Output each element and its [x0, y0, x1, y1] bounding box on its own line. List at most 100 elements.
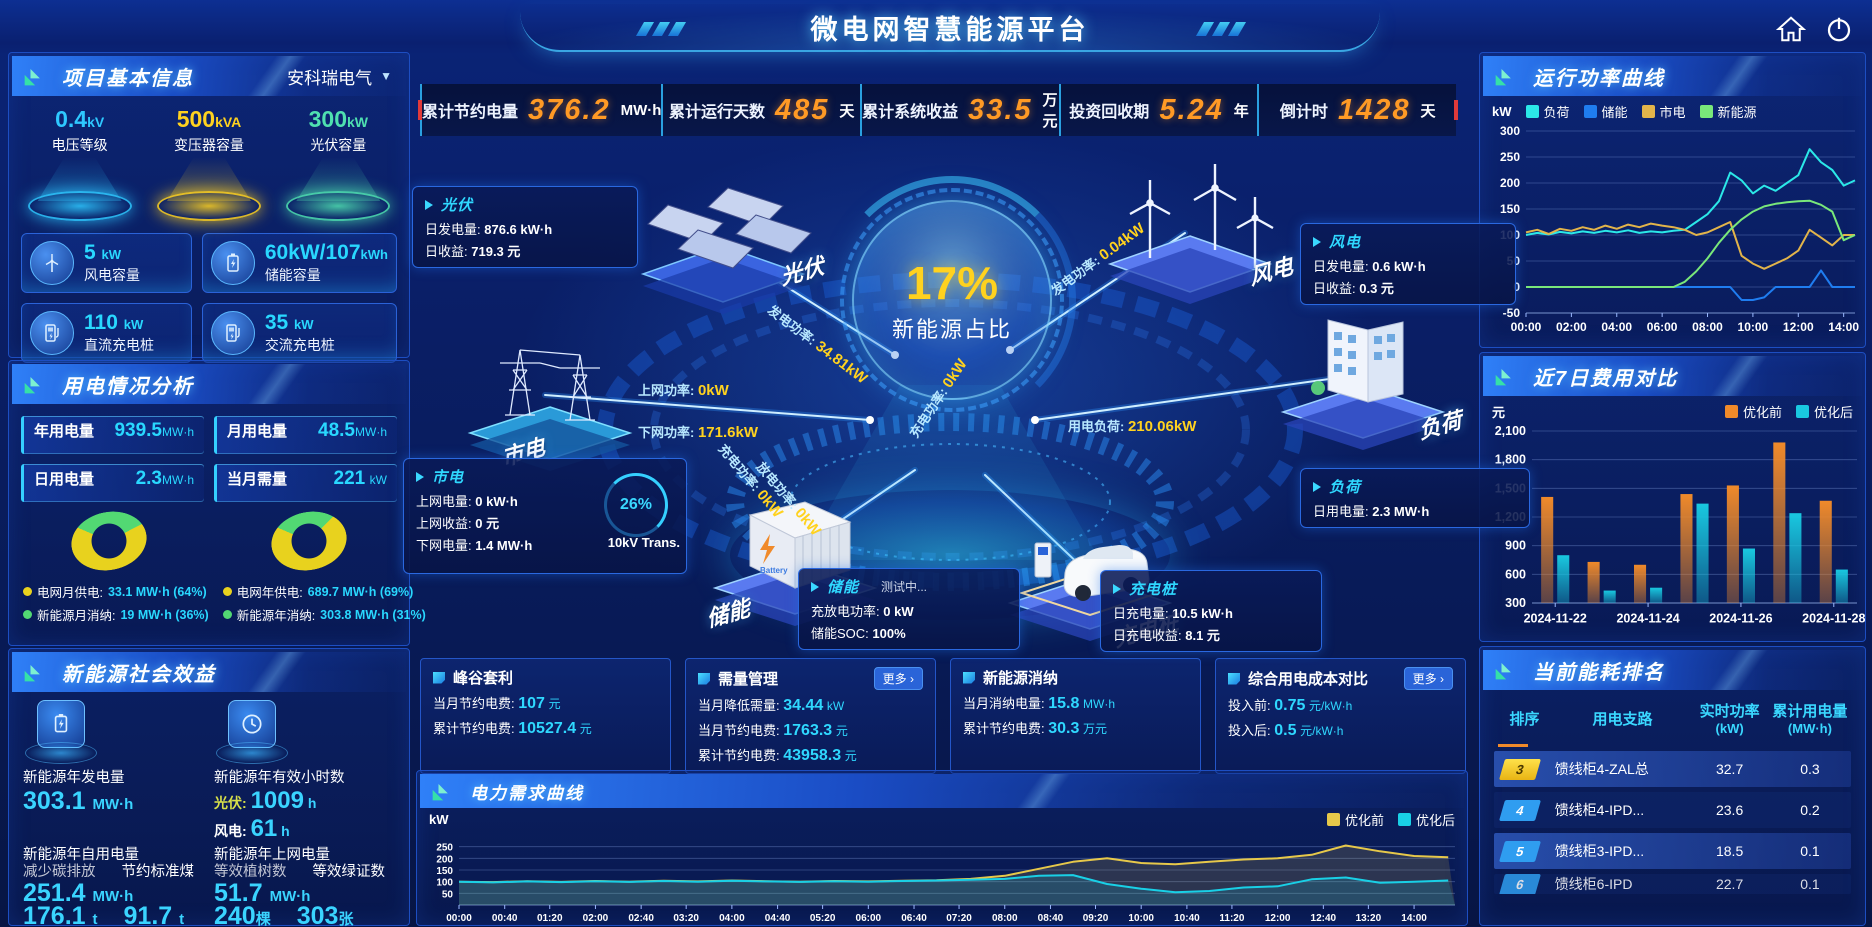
- svg-text:1,800: 1,800: [1495, 453, 1526, 467]
- rank-badge: 3: [1498, 758, 1542, 780]
- svg-text:-50: -50: [1503, 306, 1521, 320]
- svg-text:13:20: 13:20: [1356, 913, 1382, 924]
- kpi-icon: [963, 671, 975, 684]
- svg-text:250: 250: [436, 843, 453, 854]
- panel-power-header: 运行功率曲线: [1483, 56, 1862, 96]
- usage-year: 年用电量 939.5MW·h: [21, 416, 204, 454]
- company-dropdown[interactable]: 安科瑞电气 ▼: [287, 64, 392, 89]
- card-ac-charger: 35 kW 交流充电桩: [201, 303, 397, 363]
- legend-grid[interactable]: 市电: [1641, 102, 1686, 121]
- kpi-demand-management: 需量管理 更多 › 当月降低需量: 34.44 kW 当月节约电费: 1763.…: [685, 658, 936, 774]
- more-button[interactable]: 更多 ›: [1403, 667, 1453, 690]
- demand-legend: 优化前 优化后: [1326, 810, 1455, 829]
- svg-text:00:00: 00:00: [1511, 320, 1542, 334]
- arrow-right-icon: [1313, 236, 1321, 247]
- legend-grid-month: 电网月供电: 33.1 MW·h (64%): [23, 582, 209, 601]
- callout-charger: 充电桩 日充电量: 10.5 kW·h 日充电收益: 8.1 元: [1100, 570, 1322, 652]
- stat-payback-period: 投资回收期 5.24 年: [1058, 84, 1258, 136]
- company-name: 安科瑞电气: [287, 68, 373, 88]
- card-dc-charger: 110 kW 直流充电桩: [21, 303, 192, 363]
- panel-title: 用电情况分析: [62, 375, 194, 398]
- corner-arrow-icon: [24, 69, 40, 86]
- svg-text:14:00: 14:00: [1828, 320, 1859, 334]
- legend-storage[interactable]: 储能: [1583, 102, 1628, 121]
- power-icon[interactable]: [1824, 14, 1854, 44]
- table-row[interactable]: 3 馈线柜4-ZAL总 32.7 0.3: [1494, 751, 1851, 787]
- battery-lightning-icon: [37, 700, 85, 748]
- ac-charger-icon: [210, 311, 255, 355]
- panel-demand-curve: 电力需求曲线 kW 优化前 优化后 250 200 150 100 50 00:00 00:…: [416, 770, 1468, 926]
- svg-text:05:20: 05:20: [810, 913, 836, 924]
- corner-arrow-icon: [432, 784, 448, 801]
- svg-text:04:00: 04:00: [1601, 320, 1632, 334]
- home-icon[interactable]: [1775, 14, 1807, 44]
- svg-text:10:40: 10:40: [1174, 913, 1200, 924]
- svg-text:06:40: 06:40: [901, 913, 927, 924]
- y-axis-unit: kW: [429, 812, 449, 827]
- table-row[interactable]: 5 馈线柜3-IPD... 18.5 0.1: [1494, 833, 1851, 869]
- svg-text:08:00: 08:00: [1692, 320, 1723, 334]
- svg-text:04:40: 04:40: [765, 913, 791, 924]
- ranking-table-header: 排序 用电支路 实时功率 (kW) 累计用电量 (MW·h): [1509, 703, 1848, 736]
- power-chart: 300250200150100500-5000:0002:0004:0006:0…: [1480, 121, 1865, 339]
- svg-text:08:00: 08:00: [992, 913, 1018, 924]
- spotlight-voltage-level: 0.4kV 电压等级: [21, 106, 139, 221]
- svg-text:250: 250: [1500, 150, 1520, 164]
- glow-pedestal: [25, 742, 97, 764]
- legend-load[interactable]: 负荷: [1525, 102, 1570, 121]
- panel-project-header: 项目基本信息 安科瑞电气 ▼: [12, 56, 406, 96]
- legend-before[interactable]: 优化前: [1724, 402, 1782, 421]
- svg-text:600: 600: [1505, 567, 1526, 581]
- ranking-table: 排序 用电支路 实时功率 (kW) 累计用电量 (MW·h) 3 馈线柜4-ZAL总…: [1480, 690, 1865, 894]
- legend-renewable[interactable]: 新能源: [1699, 102, 1757, 121]
- stat-countdown: 倒计时 1428 天: [1257, 84, 1456, 136]
- svg-text:04:00: 04:00: [719, 913, 745, 924]
- panel-title: 新能源社会效益: [62, 663, 216, 686]
- wind-turbines-illustration: [1107, 164, 1274, 304]
- spotlight-pv-capacity: 300kW 光伏容量: [279, 106, 397, 221]
- renewable-share-value: 17%: [905, 257, 999, 309]
- legend-renewable-month: 新能源月消纳: 19 MW·h (36%): [23, 605, 209, 624]
- panel-renewable-benefits: 新能源社会效益 新能源年发电量 303.1 MW·h 新能源年有效小时数 光伏:…: [8, 648, 410, 927]
- flow-grid-up: 上网功率: 0kW: [638, 382, 729, 399]
- svg-text:900: 900: [1505, 539, 1526, 553]
- microgrid-topology: 17% 新能源占比 光伏: [400, 130, 1530, 660]
- legend-before[interactable]: 优化前: [1326, 810, 1384, 829]
- panel-benefits-header: 新能源社会效益: [12, 652, 406, 692]
- node-pv: 光伏: [628, 160, 826, 320]
- svg-text:01:20: 01:20: [537, 913, 563, 924]
- corner-arrow-icon: [24, 665, 40, 682]
- solar-panels-illustration: [640, 187, 812, 314]
- node-load: 负荷: [1268, 290, 1464, 450]
- svg-text:09:20: 09:20: [1083, 913, 1109, 924]
- page-title: 微电网智慧能源平台: [810, 14, 1090, 45]
- legend-renewable-year: 新能源年消纳: 303.8 MW·h (31%): [222, 605, 426, 624]
- legend-after[interactable]: 优化后: [1795, 402, 1853, 421]
- table-row[interactable]: 4 馈线柜4-IPD... 23.6 0.2: [1494, 792, 1851, 828]
- arrow-right-icon: [1313, 481, 1321, 492]
- callout-grid: 市电 上网电量: 0 kW·h 上网收益: 0 元 下网电量: 1.4 MW·h…: [403, 458, 687, 574]
- wind-turbine-icon: [30, 241, 74, 285]
- card-wind-capacity: 5 kW 风电容量: [21, 233, 192, 293]
- corner-arrow-icon: [24, 377, 40, 394]
- glow-pedestal: [216, 742, 288, 764]
- spotlight-transformer-capacity: 500kVA 变压器容量: [150, 106, 268, 221]
- node-grid: 市电: [455, 315, 645, 475]
- more-button[interactable]: 更多 ›: [873, 667, 923, 690]
- svg-text:300: 300: [1505, 596, 1526, 610]
- svg-text:12:00: 12:00: [1783, 320, 1814, 334]
- benefit-annual-generation: 新能源年发电量 303.1 MW·h: [23, 700, 204, 843]
- card-storage-capacity: 60kW/107kWh 储能容量: [201, 233, 397, 293]
- benefit-self-use-co2-coal: 新能源年自用电量 减少碳排放 节约标准煤 251.4 MW·h 176.1 t …: [23, 847, 194, 927]
- title-banner: 微电网智慧能源平台: [520, 4, 1380, 52]
- svg-text:06:00: 06:00: [1647, 320, 1678, 334]
- table-row[interactable]: 6 馈线柜6-IPD 22.7 0.1: [1494, 874, 1851, 894]
- demand-chart: 250 200 150 100 50 00:00 00:40 01:20 02:00 02:40 0…: [417, 829, 1467, 925]
- legend-after[interactable]: 优化后: [1397, 810, 1455, 829]
- panel-energy-ranking: 当前能耗排名 排序 用电支路 实时功率 (kW) 累计用电量 (MW·h) 3 馈线…: [1479, 646, 1866, 926]
- kpi-icon: [1228, 672, 1240, 685]
- scroll-indicator: [1498, 744, 1528, 747]
- dc-charger-icon: [30, 311, 74, 355]
- panel-cost-header: 近7日费用对比: [1483, 356, 1862, 396]
